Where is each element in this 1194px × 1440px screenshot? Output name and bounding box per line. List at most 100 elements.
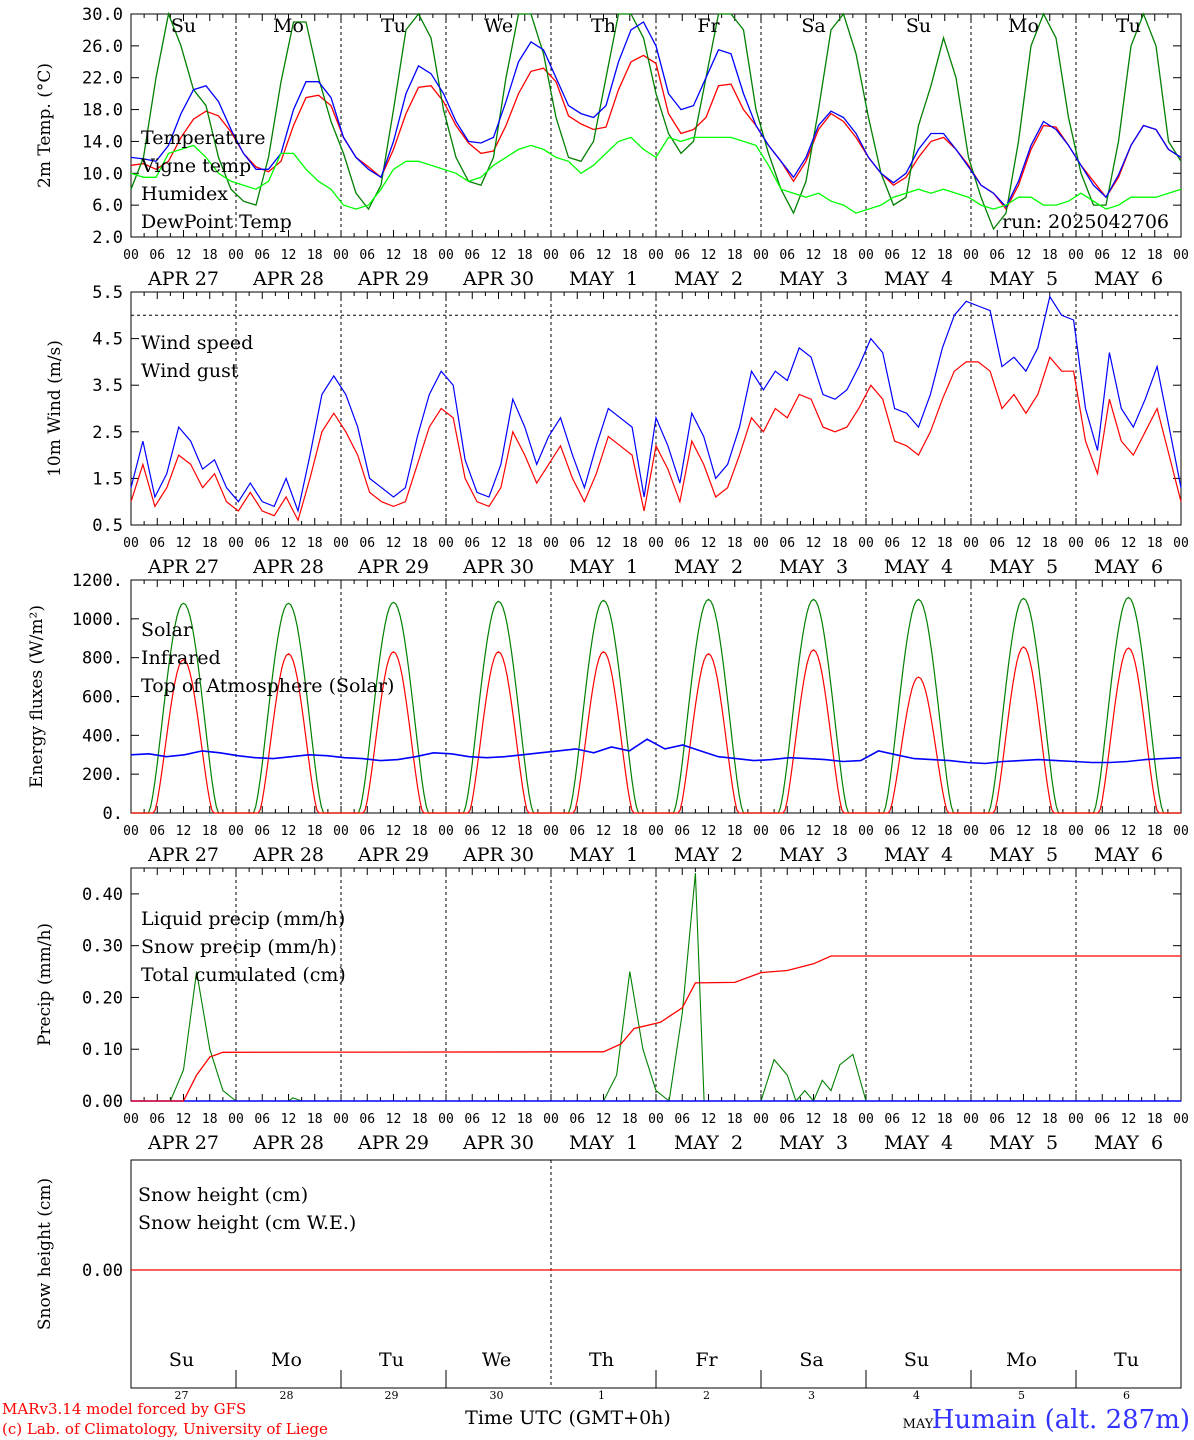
y-axis-label: Energy fluxes (W/m²) bbox=[27, 605, 47, 788]
hour-label: 12 bbox=[1016, 536, 1032, 551]
day-label: MAY 1 bbox=[569, 268, 638, 290]
hour-label: 06 bbox=[674, 824, 690, 839]
month-label: MAY bbox=[903, 1417, 934, 1432]
hour-label: 00 bbox=[858, 824, 874, 839]
hour-label: 00 bbox=[228, 824, 244, 839]
weekday-label: Mo bbox=[273, 15, 304, 37]
weekday-label: Tu bbox=[381, 15, 406, 37]
wind-tick-label: 3.5 bbox=[92, 376, 123, 396]
hour-label: 00 bbox=[333, 248, 349, 263]
hour-label: 12 bbox=[386, 1112, 402, 1127]
wind-tick-label: 2.5 bbox=[92, 423, 123, 443]
hour-label: 06 bbox=[1094, 1112, 1110, 1127]
bottom-weekday-label: We bbox=[482, 1349, 511, 1371]
hour-label: 12 bbox=[386, 248, 402, 263]
hour-label: 06 bbox=[884, 536, 900, 551]
hour-label: 06 bbox=[989, 1112, 1005, 1127]
hour-label: 12 bbox=[386, 536, 402, 551]
hour-label: 06 bbox=[569, 1112, 585, 1127]
hour-label: 18 bbox=[1147, 248, 1163, 263]
temp-tick-label: 10.0 bbox=[82, 164, 123, 184]
temp-tick-label: 30.0 bbox=[82, 5, 123, 25]
legend-entry: Humidex bbox=[141, 183, 228, 205]
day-label: APR 27 bbox=[147, 556, 219, 578]
hour-label: 12 bbox=[596, 824, 612, 839]
bottom-weekday-label: Mo bbox=[1006, 1349, 1037, 1371]
wind-tick-label: 1.5 bbox=[92, 469, 123, 489]
y-axis-label: 10m Wind (m/s) bbox=[45, 340, 65, 477]
temp-tick-label: 18.0 bbox=[82, 101, 123, 121]
day-label: MAY 1 bbox=[569, 844, 638, 866]
hour-label: 12 bbox=[701, 248, 717, 263]
bottom-day-number: 5 bbox=[1018, 1389, 1025, 1402]
hour-label: 06 bbox=[674, 1112, 690, 1127]
hour-label: 18 bbox=[832, 536, 848, 551]
hour-label: 12 bbox=[911, 248, 927, 263]
day-label: APR 30 bbox=[462, 556, 534, 578]
temp-tick-label: 22.0 bbox=[82, 69, 123, 89]
day-label: MAY 5 bbox=[989, 1132, 1058, 1154]
bottom-day-number: 4 bbox=[913, 1389, 920, 1402]
hour-label: 18 bbox=[937, 824, 953, 839]
temp-tick-label: 6.0 bbox=[92, 196, 123, 216]
hour-label: 06 bbox=[569, 248, 585, 263]
wind-tick-label: 0.5 bbox=[92, 516, 123, 536]
hour-label: 18 bbox=[412, 536, 428, 551]
day-label: MAY 2 bbox=[674, 844, 743, 866]
hour-label: 12 bbox=[176, 824, 192, 839]
lab-credit: (c) Lab. of Climatology, University of L… bbox=[2, 1420, 328, 1438]
hour-label: 12 bbox=[806, 824, 822, 839]
hour-label: 12 bbox=[281, 248, 297, 263]
hour-label: 12 bbox=[281, 536, 297, 551]
bottom-day-number: 6 bbox=[1123, 1389, 1130, 1402]
day-label: MAY 4 bbox=[884, 1132, 953, 1154]
hour-label: 18 bbox=[832, 1112, 848, 1127]
hour-label: 06 bbox=[674, 248, 690, 263]
day-label: APR 28 bbox=[252, 556, 324, 578]
hour-label: 12 bbox=[701, 1112, 717, 1127]
energy-series-line bbox=[131, 646, 1181, 814]
hour-label: 00 bbox=[123, 536, 139, 551]
hour-label: 18 bbox=[517, 824, 533, 839]
hour-label: 18 bbox=[832, 824, 848, 839]
hour-label: 12 bbox=[596, 536, 612, 551]
day-label: MAY 1 bbox=[569, 1132, 638, 1154]
hour-label: 06 bbox=[1094, 536, 1110, 551]
day-label: MAY 4 bbox=[884, 268, 953, 290]
hour-label: 00 bbox=[963, 536, 979, 551]
weekday-label: Tu bbox=[1116, 15, 1141, 37]
hour-label: 00 bbox=[753, 1112, 769, 1127]
weekday-label: Su bbox=[906, 15, 931, 37]
hour-label: 18 bbox=[937, 1112, 953, 1127]
hour-label: 06 bbox=[989, 824, 1005, 839]
wind-tick-label: 4.5 bbox=[92, 330, 123, 350]
hour-label: 00 bbox=[438, 536, 454, 551]
hour-label: 06 bbox=[149, 248, 165, 263]
bottom-day-number: 27 bbox=[175, 1389, 189, 1402]
legend-entry: Wind speed bbox=[141, 332, 253, 354]
hour-label: 00 bbox=[438, 248, 454, 263]
hour-label: 12 bbox=[386, 824, 402, 839]
hour-label: 18 bbox=[1042, 1112, 1058, 1127]
day-label: APR 30 bbox=[462, 1132, 534, 1154]
precip-tick-label: 0.40 bbox=[82, 885, 123, 905]
hour-label: 00 bbox=[1068, 536, 1084, 551]
day-label: APR 29 bbox=[357, 844, 429, 866]
hour-label: 12 bbox=[1016, 248, 1032, 263]
hour-label: 00 bbox=[648, 536, 664, 551]
hour-label: 06 bbox=[464, 1112, 480, 1127]
hour-label: 00 bbox=[228, 1112, 244, 1127]
hour-label: 18 bbox=[307, 1112, 323, 1127]
legend-entry: Snow height (cm W.E.) bbox=[138, 1212, 356, 1234]
hour-label: 12 bbox=[911, 536, 927, 551]
temp-series-line bbox=[130, 54, 1182, 211]
weekday-label: Mo bbox=[1008, 15, 1039, 37]
day-label: APR 29 bbox=[357, 556, 429, 578]
wind-tick-label: 5.5 bbox=[92, 283, 123, 303]
legend-entry: Top of Atmosphere (Solar) bbox=[141, 675, 394, 697]
temp-series-line bbox=[130, 21, 1182, 208]
bottom-day-number: 29 bbox=[385, 1389, 399, 1402]
bottom-day-number: 30 bbox=[490, 1389, 504, 1402]
hour-label: 12 bbox=[596, 248, 612, 263]
bottom-day-number: 3 bbox=[808, 1389, 815, 1402]
